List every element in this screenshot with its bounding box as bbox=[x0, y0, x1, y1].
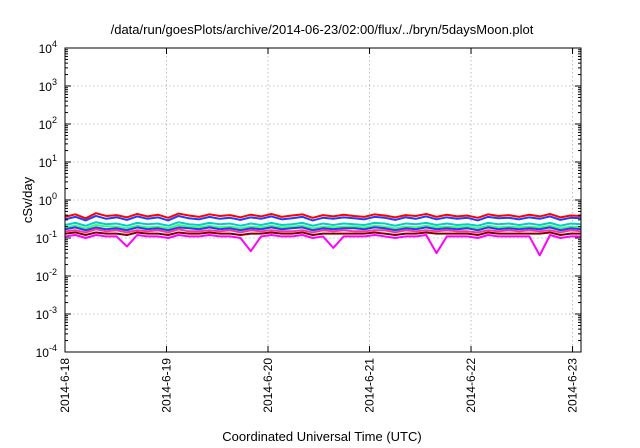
y-tick-label: 104 bbox=[39, 39, 57, 56]
y-tick-label: 101 bbox=[39, 153, 57, 170]
y-tick-label: 102 bbox=[39, 115, 57, 132]
x-tick-label: 2014-6-19 bbox=[160, 358, 174, 413]
chart-title: /data/run/goesPlots/archive/2014-06-23/0… bbox=[111, 22, 534, 37]
series-line-8 bbox=[64, 233, 581, 257]
x-tick-label: 2014-6-20 bbox=[261, 358, 275, 413]
series-line-5 bbox=[64, 226, 582, 232]
y-tick-label: 100 bbox=[39, 191, 57, 208]
x-tick-label: 2014-6-21 bbox=[363, 358, 377, 413]
series-line-4 bbox=[64, 223, 582, 230]
series-line-3 bbox=[64, 221, 582, 227]
x-axis-label: Coordinated Universal Time (UTC) bbox=[222, 429, 421, 444]
y-tick-label: 10-1 bbox=[36, 229, 57, 246]
series-line-7 bbox=[64, 231, 581, 236]
axis-ticks: 10-4 10-3 10-2 10-1 100 101 102 103 104 2014-6-18… bbox=[36, 39, 581, 413]
x-tick-label: 2014-6-18 bbox=[58, 358, 72, 413]
y-axis-label: cSv/day bbox=[20, 176, 35, 223]
x-tick-label: 2014-6-23 bbox=[566, 358, 580, 413]
y-tick-label: 103 bbox=[39, 77, 57, 94]
y-tick-label: 10-4 bbox=[36, 343, 57, 360]
series-line-1 bbox=[64, 212, 582, 220]
series-line-2 bbox=[64, 214, 582, 222]
y-tick-label: 10-3 bbox=[36, 305, 57, 322]
series-group bbox=[64, 212, 582, 257]
x-tick-label: 2014-6-22 bbox=[464, 358, 478, 413]
series-line-6 bbox=[64, 228, 582, 234]
y-tick-label: 10-2 bbox=[36, 267, 57, 284]
